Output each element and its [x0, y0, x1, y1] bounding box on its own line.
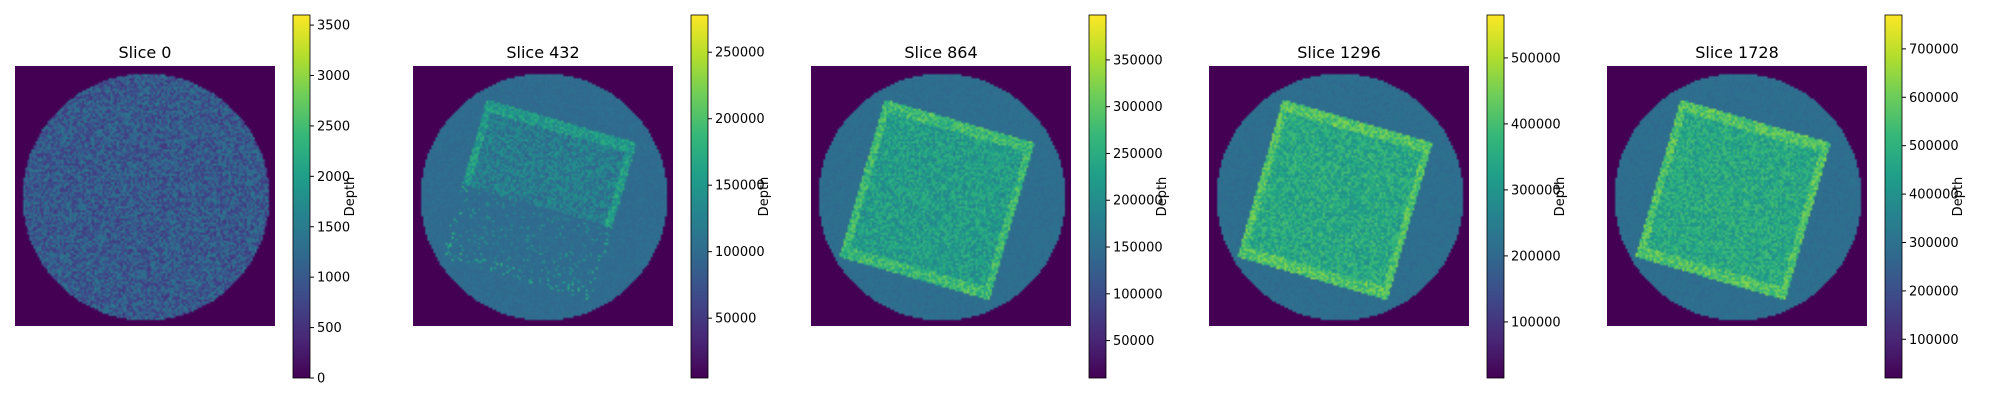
colorbar-tick-label: 500	[317, 321, 342, 336]
colorbar-tick-label: 500000	[1909, 139, 1959, 154]
colorbar-tick-label: 3000	[317, 69, 350, 84]
colorbar-label: Depth	[343, 177, 358, 217]
slice-title: Slice 432	[506, 43, 579, 62]
colorbar-label: Depth	[1553, 177, 1568, 217]
colorbar-tick-label: 200000	[715, 112, 765, 127]
colorbar-tick-label: 700000	[1909, 42, 1959, 57]
colorbar-tick-label: 3500	[317, 19, 350, 34]
colorbar-label: Depth	[1155, 177, 1170, 217]
colorbar-tick-label: 150000	[715, 179, 765, 194]
colorbar-tick-label: 50000	[1113, 334, 1154, 349]
slice-heatmap	[811, 66, 1071, 326]
colorbar-label: Depth	[757, 177, 772, 217]
slice-panel: Slice 432 50000 100000 150000 200000 250000 De…	[413, 14, 772, 379]
colorbar-tick-label: 2000	[317, 170, 350, 185]
colorbar	[1486, 14, 1505, 379]
slice-title: Slice 1296	[1297, 43, 1381, 62]
colorbar	[1088, 14, 1107, 379]
colorbar-tick-label: 100000	[715, 245, 765, 260]
slice-heatmap	[413, 66, 673, 326]
colorbar-tick-label: 250000	[1113, 147, 1163, 162]
colorbar-tick-label: 0	[317, 372, 325, 387]
colorbar	[690, 14, 709, 379]
colorbar-tick-label: 100000	[1909, 333, 1959, 348]
colorbar-tick-label: 200000	[1511, 249, 1561, 264]
colorbar-tick-label: 50000	[715, 312, 756, 327]
slice-panel: Slice 864 50000 100000 150000 200000 250000 30…	[811, 14, 1170, 379]
colorbar-tick-label: 200000	[1909, 284, 1959, 299]
colorbar-tick-label: 100000	[1511, 315, 1561, 330]
colorbar-tick-label: 1500	[317, 220, 350, 235]
colorbar-tick-label: 300000	[1511, 183, 1561, 198]
colorbar-tick-label: 400000	[1511, 117, 1561, 132]
colorbar-tick-label: 300000	[1113, 100, 1163, 115]
slice-panel: Slice 1296 100000 200000 300000 400000 500000…	[1209, 14, 1568, 379]
colorbar-tick-label: 300000	[1909, 236, 1959, 251]
colorbar-tick-label: 100000	[1113, 287, 1163, 302]
slice-heatmap	[15, 66, 275, 326]
slice-panel: Slice 1728 100000 200000 300000 400000 500000…	[1607, 14, 1966, 379]
colorbar-tick-label: 350000	[1113, 53, 1163, 68]
colorbar-label: Depth	[1951, 177, 1966, 217]
colorbar-tick-label: 400000	[1909, 188, 1959, 203]
colorbar-tick-label: 250000	[715, 46, 765, 61]
slice-heatmap	[1607, 66, 1867, 326]
colorbar-tick-label: 150000	[1113, 241, 1163, 256]
colorbar-tick-label: 1000	[317, 271, 350, 286]
colorbar	[1884, 14, 1903, 379]
colorbar	[292, 14, 311, 379]
slice-panel: Slice 0 0 500 1000 1500 2000 2500 3000 3500 Depth	[15, 14, 358, 387]
colorbar-tick-label: 500000	[1511, 51, 1561, 66]
slice-title: Slice 864	[904, 43, 977, 62]
slice-title: Slice 0	[119, 43, 172, 62]
slice-title: Slice 1728	[1695, 43, 1779, 62]
colorbar-tick-label: 200000	[1113, 194, 1163, 209]
colorbar-tick-label: 600000	[1909, 91, 1959, 106]
slice-heatmap	[1209, 66, 1469, 326]
colorbar-tick-label: 2500	[317, 119, 350, 134]
